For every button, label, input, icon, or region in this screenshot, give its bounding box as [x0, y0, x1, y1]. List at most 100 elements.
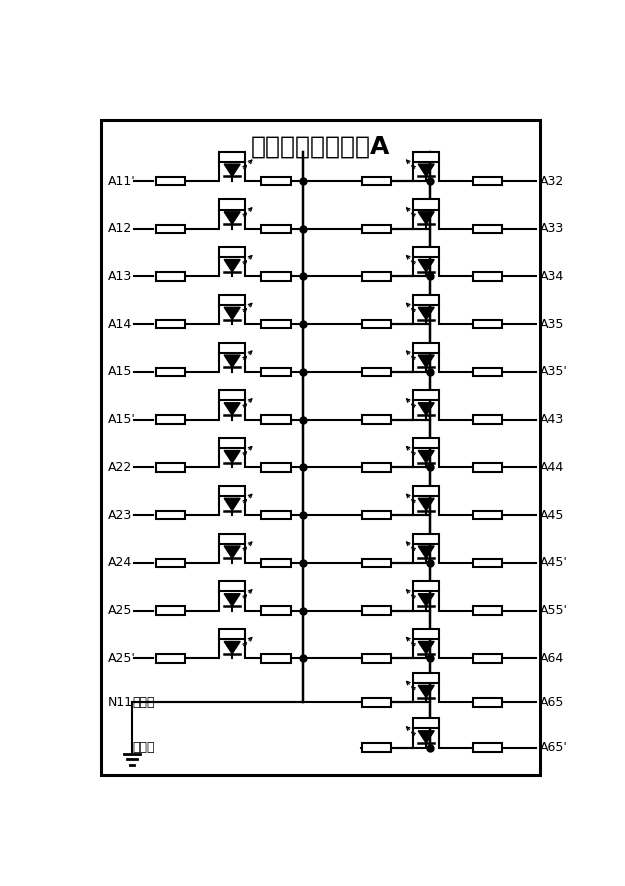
Bar: [413, 343, 439, 353]
Text: A13: A13: [107, 270, 132, 283]
Bar: [361, 177, 391, 185]
Text: A55': A55': [540, 604, 568, 618]
Bar: [156, 606, 185, 615]
Text: 接地端: 接地端: [132, 742, 154, 754]
Bar: [219, 391, 245, 400]
Bar: [473, 743, 502, 752]
Bar: [261, 177, 291, 185]
Bar: [361, 606, 391, 615]
Bar: [413, 439, 439, 448]
Bar: [156, 368, 185, 377]
Text: A64: A64: [540, 652, 564, 664]
Bar: [156, 654, 185, 663]
Polygon shape: [224, 403, 240, 415]
Bar: [261, 320, 291, 329]
Text: A44: A44: [540, 461, 564, 474]
Bar: [219, 581, 245, 592]
Text: A15': A15': [107, 413, 135, 426]
Bar: [156, 224, 185, 233]
Polygon shape: [418, 546, 434, 558]
Bar: [361, 368, 391, 377]
Bar: [361, 511, 391, 519]
Bar: [361, 743, 391, 752]
Bar: [361, 224, 391, 233]
Bar: [156, 463, 185, 471]
Polygon shape: [224, 450, 240, 462]
Polygon shape: [224, 594, 240, 606]
Text: A45': A45': [540, 556, 568, 570]
Bar: [219, 439, 245, 448]
Bar: [361, 698, 391, 706]
Text: A11': A11': [107, 175, 135, 188]
Text: 闭锁状态监视装置A: 闭锁状态监视装置A: [251, 135, 391, 159]
Polygon shape: [224, 498, 240, 510]
Bar: [473, 272, 502, 281]
Text: A25': A25': [107, 652, 135, 664]
Bar: [219, 152, 245, 162]
Polygon shape: [418, 403, 434, 415]
Bar: [473, 463, 502, 471]
Text: A24: A24: [107, 556, 132, 570]
Bar: [473, 606, 502, 615]
Bar: [473, 559, 502, 567]
Text: A12: A12: [107, 222, 132, 236]
Bar: [413, 673, 439, 683]
Bar: [413, 486, 439, 496]
Bar: [156, 272, 185, 281]
Bar: [219, 486, 245, 496]
Bar: [413, 295, 439, 305]
Bar: [473, 368, 502, 377]
Text: A15: A15: [107, 365, 132, 378]
Bar: [219, 343, 245, 353]
Text: A35: A35: [540, 318, 564, 330]
Polygon shape: [224, 355, 240, 368]
Bar: [473, 177, 502, 185]
Polygon shape: [418, 498, 434, 510]
Bar: [156, 177, 185, 185]
Text: A35': A35': [540, 365, 568, 378]
Text: A25: A25: [107, 604, 132, 618]
Bar: [261, 559, 291, 567]
Text: A22: A22: [107, 461, 132, 474]
Bar: [473, 320, 502, 329]
Bar: [361, 416, 391, 424]
Text: 公共端: 公共端: [132, 696, 154, 709]
Bar: [473, 511, 502, 519]
Polygon shape: [224, 546, 240, 558]
Bar: [473, 698, 502, 706]
Bar: [261, 224, 291, 233]
Bar: [219, 533, 245, 544]
Bar: [361, 463, 391, 471]
Text: A65': A65': [540, 742, 568, 754]
Text: A32: A32: [540, 175, 564, 188]
Text: A45: A45: [540, 509, 564, 522]
Polygon shape: [418, 164, 434, 176]
Bar: [219, 295, 245, 305]
Polygon shape: [418, 731, 434, 743]
Bar: [413, 533, 439, 544]
Bar: [473, 416, 502, 424]
Bar: [361, 272, 391, 281]
Bar: [413, 581, 439, 592]
Polygon shape: [224, 260, 240, 272]
Bar: [156, 511, 185, 519]
Bar: [156, 559, 185, 567]
Bar: [261, 463, 291, 471]
Bar: [473, 224, 502, 233]
Bar: [156, 416, 185, 424]
Bar: [219, 199, 245, 209]
Polygon shape: [224, 212, 240, 224]
Polygon shape: [224, 164, 240, 176]
Polygon shape: [418, 594, 434, 606]
Polygon shape: [418, 641, 434, 654]
Bar: [219, 629, 245, 639]
Bar: [413, 629, 439, 639]
Bar: [361, 559, 391, 567]
Bar: [261, 416, 291, 424]
Bar: [413, 719, 439, 728]
Text: A34: A34: [540, 270, 564, 283]
Polygon shape: [418, 260, 434, 272]
Bar: [261, 368, 291, 377]
Polygon shape: [418, 212, 434, 224]
Bar: [361, 320, 391, 329]
